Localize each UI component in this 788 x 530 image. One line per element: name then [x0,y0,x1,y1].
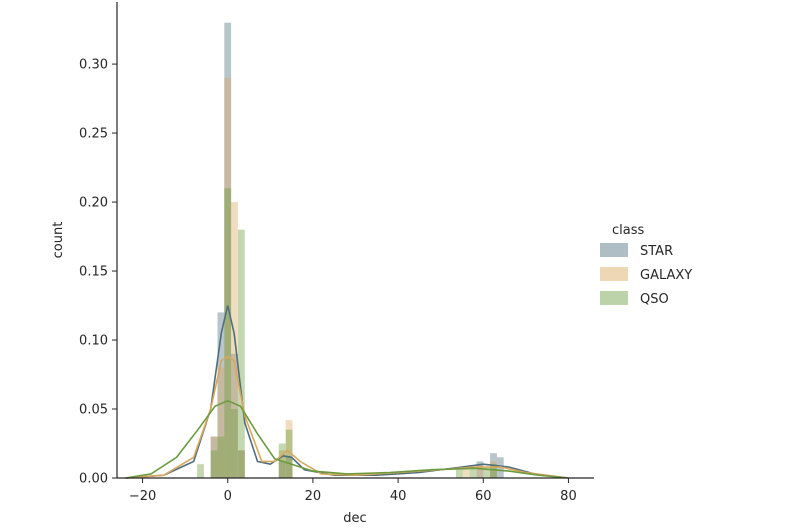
bar-star-3 [210,436,218,478]
bar-star-0 [217,312,225,478]
x-tick-label: 40 [390,489,407,504]
bar-galaxy-5 [278,450,286,478]
series-star [210,22,504,478]
bar-galaxy-7 [462,467,470,478]
bar-qso-2 [231,409,238,478]
x-tick-label: 80 [560,489,577,504]
bar-galaxy-1 [224,77,232,479]
bar-qso-1 [224,188,232,479]
series-qso [197,188,497,479]
bar-qso-8 [456,469,463,478]
bar-qso-0 [217,436,225,478]
y-tick-label: 0.10 [79,334,108,349]
x-tick-label: −20 [129,489,156,504]
y-tick-label: 0.20 [79,196,108,211]
y-tick-label: 0.25 [79,127,108,142]
bar-qso-5 [197,464,204,478]
bar-qso-9 [469,467,477,478]
legend-label-qso: QSO [640,292,669,307]
x-tick-label: 0 [224,489,232,504]
legend-swatch-qso [600,291,628,305]
kde-line-qso [125,399,569,479]
legend-label-star: STAR [640,244,673,259]
bar-star-6 [285,457,293,478]
bar-qso-3 [238,229,245,478]
bar-galaxy-6 [285,420,293,478]
bar-star-2 [231,353,238,478]
y-tick-label: 0.15 [79,265,108,280]
bar-star-7 [476,461,484,478]
series-galaxy [210,77,497,479]
bar-star-5 [278,461,286,478]
y-axis-label: count [51,222,66,259]
y-tick-label: 0.30 [79,58,108,73]
bar-galaxy-4 [238,450,245,478]
x-tick-label: 20 [305,489,322,504]
x-tick-label: 60 [475,489,492,504]
bar-qso-7 [285,429,293,478]
bar-star-4 [238,450,245,478]
kde-line-galaxy [125,355,569,479]
legend-label-galaxy: GALAXY [640,268,692,283]
y-tick-label: 0.00 [79,472,108,487]
legend-title: class [612,223,644,238]
bar-galaxy-3 [210,436,218,478]
x-axis-label: dec [343,511,366,526]
bar-qso-10 [483,467,491,478]
bar-qso-4 [210,450,218,478]
x-ticks: −20 0 20 40 60 80 [129,478,577,504]
y-tick-label: 0.05 [79,403,108,418]
bar-galaxy-0 [217,367,225,478]
legend-swatch-galaxy [600,267,628,281]
y-ticks: 0.00 0.05 0.10 0.15 0.20 0.25 0.30 [79,58,117,487]
kde-line-star [125,305,569,479]
legend-swatch-star [600,243,628,257]
plot-area [125,22,569,479]
bar-star-1 [224,22,232,478]
legend: class STAR GALAXY QSO [600,223,692,307]
bar-qso-11 [490,464,497,478]
bar-galaxy-8 [476,464,484,478]
